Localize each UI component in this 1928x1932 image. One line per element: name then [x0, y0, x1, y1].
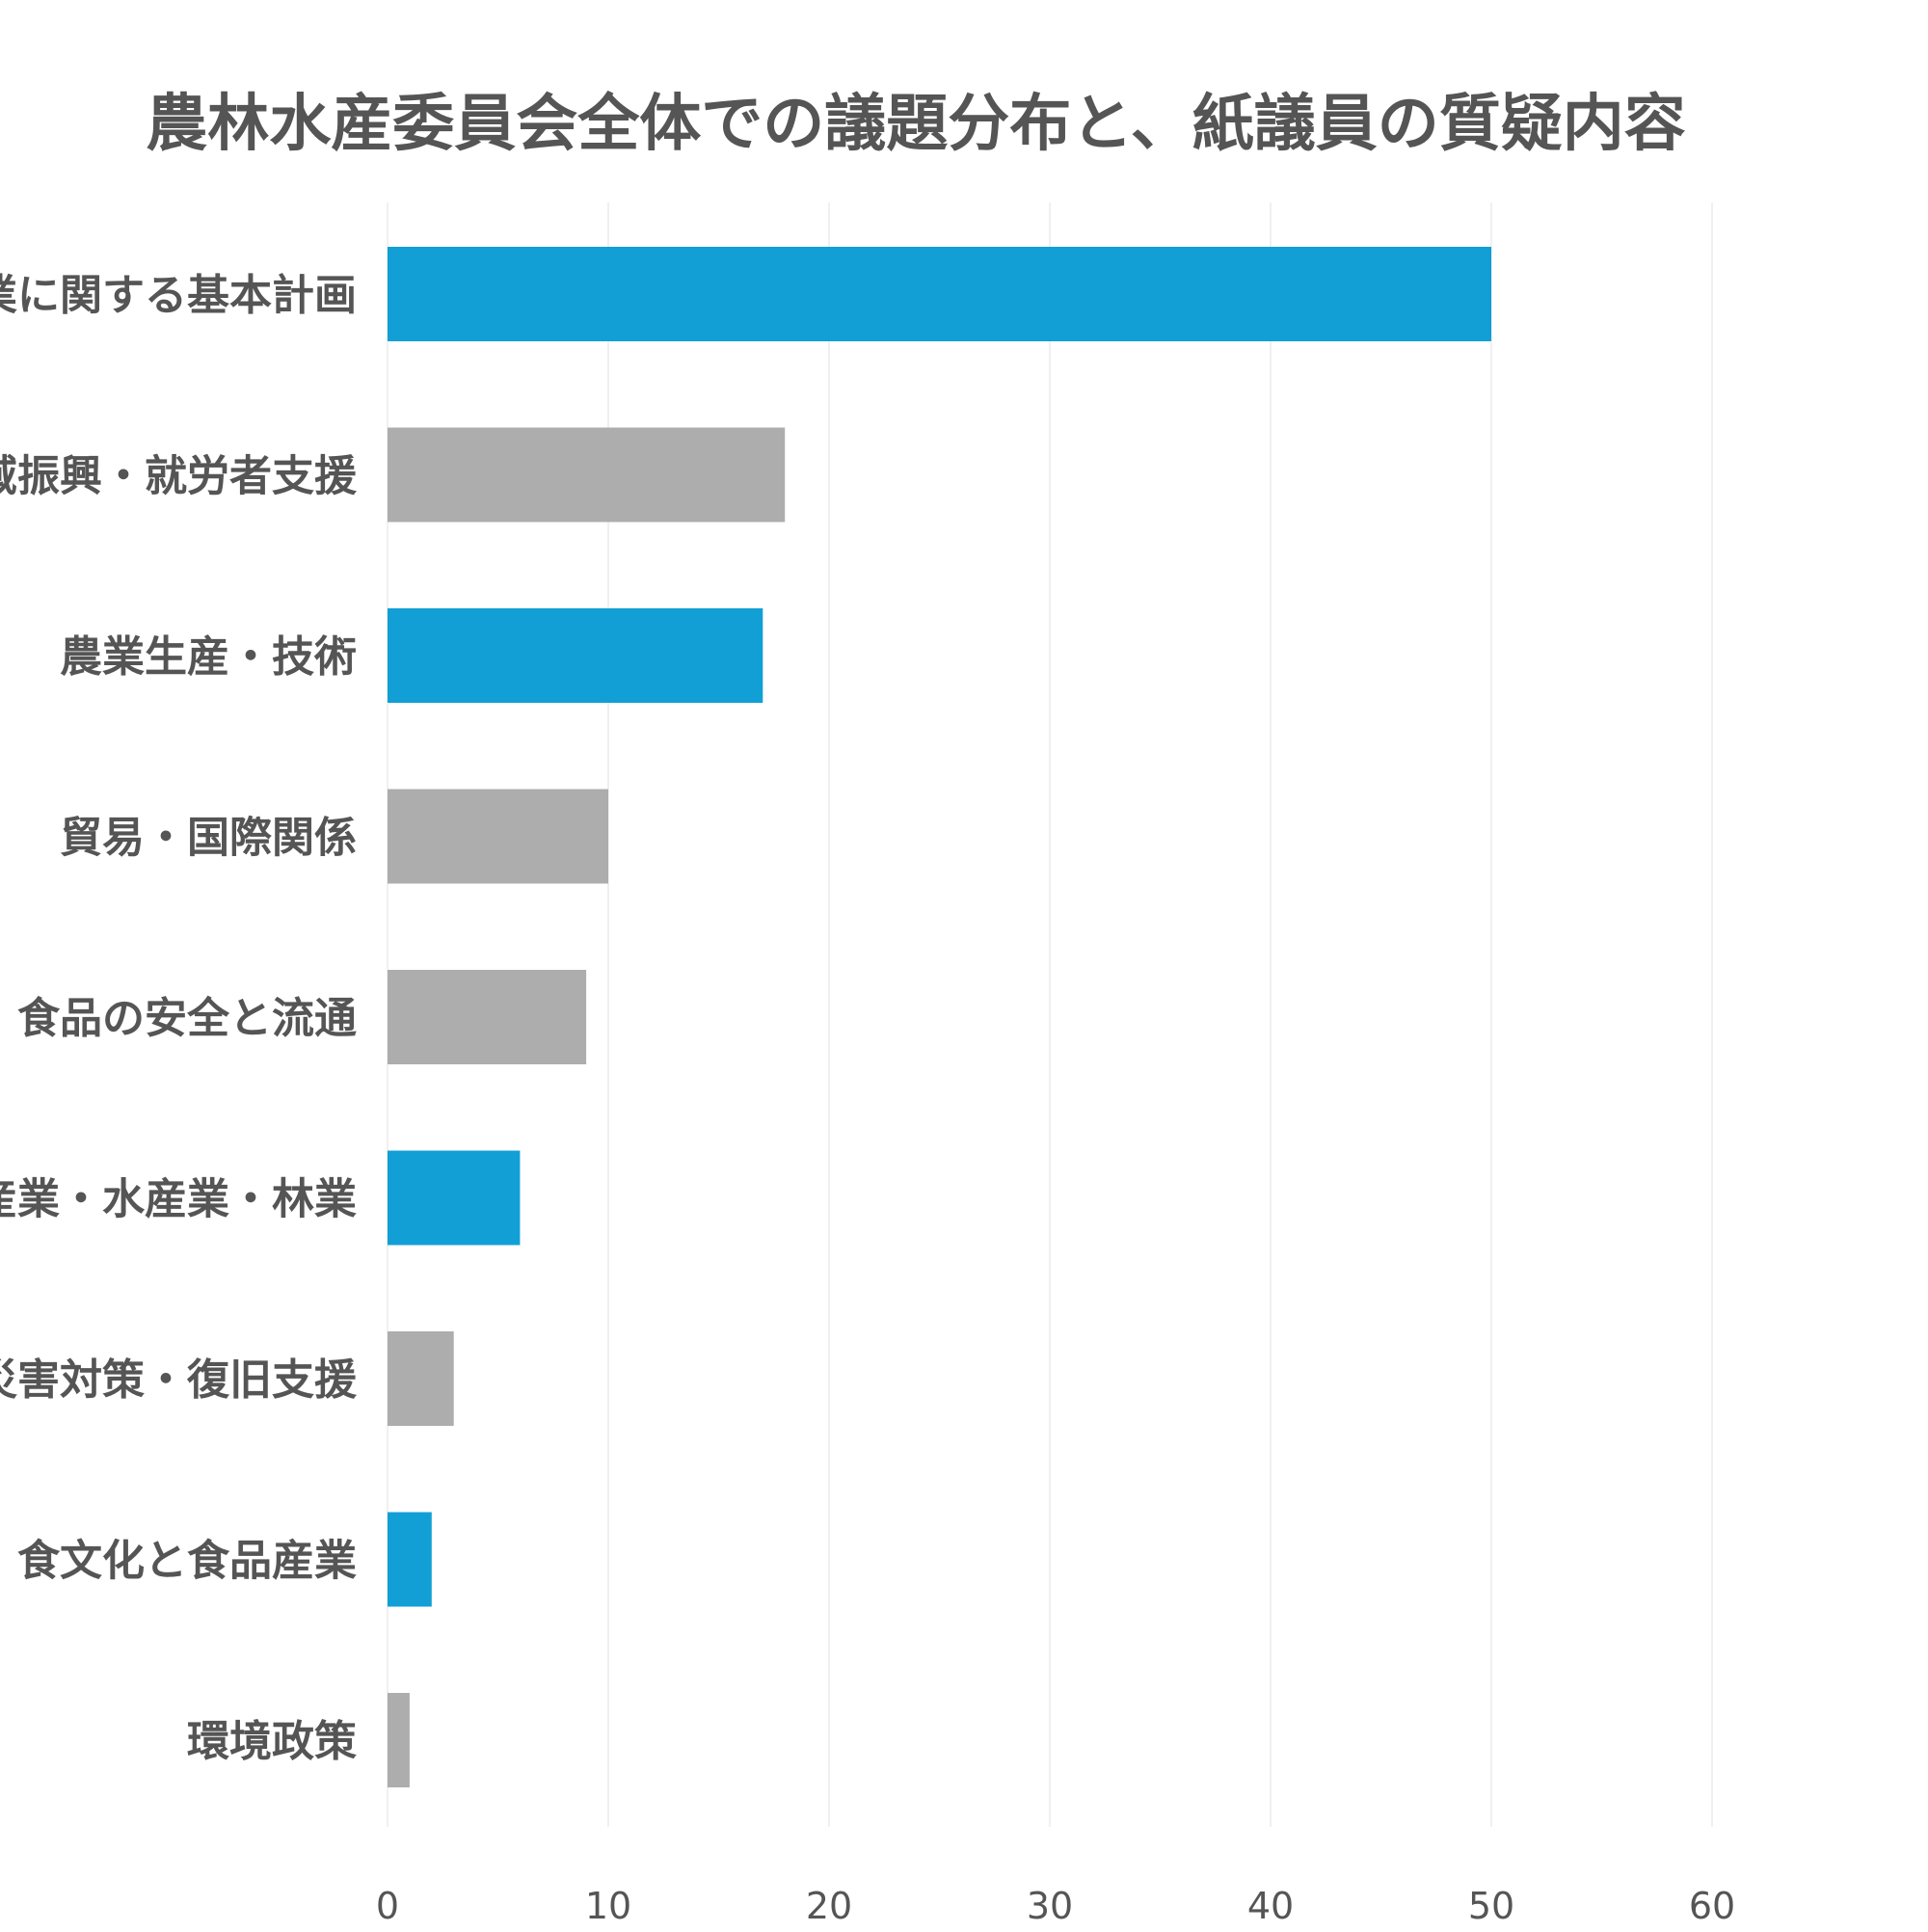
category-label-6: 畜産業・水産業・林業	[0, 1175, 357, 1224]
chart-title: 農林水産委員会全体での議題分布と、紙議員の質疑内容	[146, 89, 1685, 160]
category-label-7: 災害対策・復旧支援	[0, 1355, 358, 1405]
category-label-1: 農業に関する基本計画	[0, 271, 357, 320]
x-tick-label-20: 20	[806, 1885, 852, 1927]
bar-6	[388, 1150, 521, 1246]
bar-9	[388, 1693, 410, 1787]
x-tick-label-30: 30	[1027, 1885, 1073, 1927]
bar-4	[388, 789, 608, 884]
category-label-4: 貿易・国際関係	[60, 814, 357, 863]
bar-8	[388, 1512, 432, 1607]
x-tick-label-50: 50	[1468, 1885, 1514, 1927]
category-label-9: 環境政策	[187, 1717, 357, 1766]
category-label-5: 食品の安全と流通	[17, 994, 357, 1043]
x-tick-label-60: 60	[1689, 1885, 1735, 1927]
category-label-3: 農業生産・技術	[60, 632, 357, 682]
bars	[388, 247, 1491, 1787]
bar-1	[388, 247, 1491, 341]
category-label-2: 地域振興・就労者支援	[0, 452, 358, 501]
bar-7	[388, 1331, 454, 1426]
x-axis-tick-labels: 0 10 20 30 40 50 60	[376, 1885, 1735, 1927]
bar-2	[388, 427, 786, 523]
category-label-8: 食文化と食品産業	[17, 1537, 357, 1586]
x-tick-label-0: 0	[376, 1885, 399, 1927]
bar-3	[388, 608, 763, 703]
category-labels: 農業に関する基本計画地域振興・就労者支援農業生産・技術貿易・国際関係食品の安全と…	[0, 271, 358, 1766]
x-tick-label-10: 10	[585, 1885, 631, 1927]
x-tick-label-40: 40	[1247, 1885, 1294, 1927]
bar-5	[388, 970, 587, 1064]
